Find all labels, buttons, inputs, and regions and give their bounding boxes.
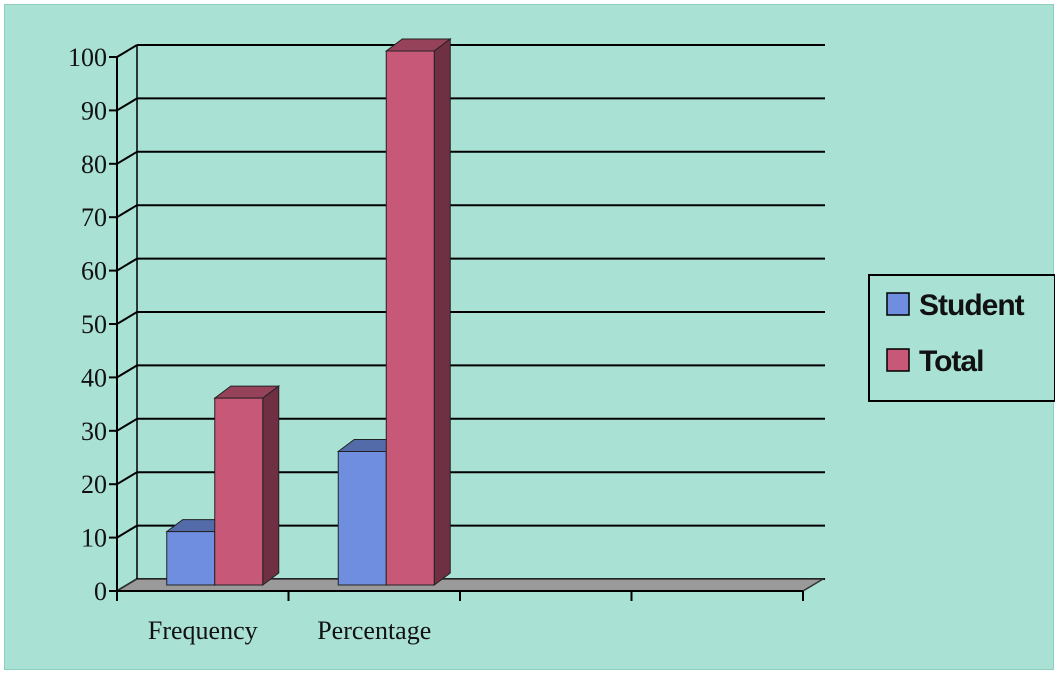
gridline-side (116, 97, 138, 112)
y-tick-label: 70 (81, 203, 107, 232)
bar-total-frequency (213, 385, 281, 586)
gridline-side (116, 311, 138, 325)
gridline-side (116, 150, 138, 165)
bars (165, 38, 452, 586)
gridline-side (116, 417, 138, 432)
axes (109, 45, 804, 601)
legend-label-total: Total (919, 345, 983, 378)
y-tick-label: 20 (81, 470, 107, 499)
bar-chart: 0 10 20 30 40 50 60 70 80 90 100 Frequency Percentag… (68, 38, 1055, 645)
gridline-side (116, 44, 138, 58)
chart-area: 0 10 20 30 40 50 60 70 80 90 100 Frequency Percentag… (4, 4, 1055, 670)
y-tick-label: 100 (68, 43, 107, 72)
legend: Student Total (868, 274, 1055, 402)
y-tick-label: 90 (81, 96, 107, 125)
bar-front (385, 50, 435, 586)
legend-swatch-total (886, 348, 910, 372)
gridline-side (116, 471, 138, 486)
y-tick-label: 40 (81, 363, 107, 392)
gridline-side (116, 364, 138, 379)
y-tick-label: 10 (81, 524, 107, 553)
y-tick-label: 50 (81, 310, 107, 339)
bar-side (433, 38, 451, 586)
x-tick-label: Frequency (148, 616, 258, 645)
y-tick-label: 60 (81, 257, 107, 286)
bar-front (214, 397, 264, 586)
bar-side (262, 385, 280, 586)
bar-total-percentage (384, 38, 452, 586)
axis-labels: 0 10 20 30 40 50 60 70 80 90 100 Frequency Percentag… (68, 43, 431, 645)
y-tick-label: 0 (94, 577, 107, 606)
legend-label-student: Student (919, 289, 1025, 322)
gridline-side (116, 524, 138, 539)
y-tick-label: 30 (81, 417, 107, 446)
bar-front (337, 451, 387, 586)
legend-swatch-student (886, 292, 910, 316)
gridline-side (116, 257, 138, 272)
bar-front (166, 531, 216, 586)
x-tick-label: Percentage (317, 616, 431, 645)
gridline-side (116, 204, 138, 219)
y-tick-label: 80 (81, 150, 107, 179)
